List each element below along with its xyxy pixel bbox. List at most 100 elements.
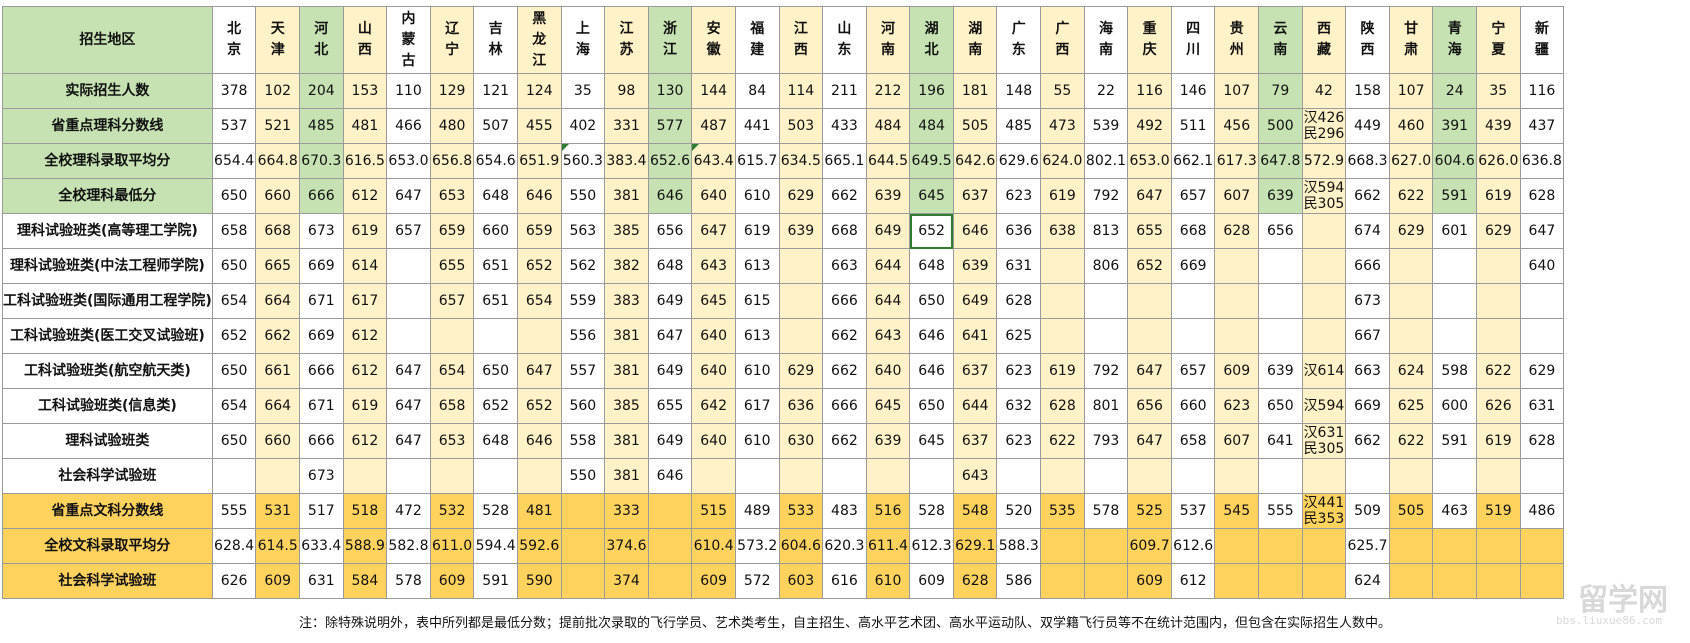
score-cell[interactable]: 572: [734, 563, 780, 599]
score-cell[interactable]: [1083, 563, 1129, 599]
score-cell[interactable]: 617.3: [1214, 143, 1260, 179]
score-cell[interactable]: [1432, 318, 1478, 354]
score-cell[interactable]: [1127, 458, 1172, 494]
score-cell[interactable]: 604.6: [778, 528, 824, 564]
score-cell[interactable]: 383.4: [604, 143, 649, 179]
score-cell[interactable]: 650: [909, 388, 954, 424]
score-cell[interactable]: [1214, 563, 1260, 599]
score-cell[interactable]: [1476, 248, 1521, 284]
score-cell[interactable]: 515: [691, 493, 736, 529]
score-cell[interactable]: [1040, 458, 1085, 494]
score-cell[interactable]: 636: [996, 213, 1042, 249]
score-cell[interactable]: [1214, 248, 1260, 284]
score-cell[interactable]: 486: [1519, 493, 1565, 529]
score-cell[interactable]: 657: [429, 283, 475, 319]
score-cell[interactable]: [1258, 283, 1303, 319]
score-cell[interactable]: [1083, 318, 1129, 354]
score-cell[interactable]: 628: [996, 283, 1042, 319]
score-cell[interactable]: 668: [822, 213, 867, 249]
score-cell[interactable]: 668.3: [1345, 143, 1390, 179]
score-cell[interactable]: 646: [909, 353, 954, 389]
score-cell[interactable]: 204: [298, 73, 344, 109]
score-cell[interactable]: 441: [734, 108, 780, 144]
score-cell[interactable]: [1519, 563, 1565, 599]
score-cell[interactable]: 559: [560, 283, 606, 319]
score-cell[interactable]: [1476, 283, 1521, 319]
score-cell[interactable]: 521: [255, 108, 300, 144]
score-cell[interactable]: 650: [473, 353, 518, 389]
score-cell[interactable]: 612: [342, 353, 388, 389]
score-cell[interactable]: 662.1: [1170, 143, 1216, 179]
score-cell[interactable]: 619: [1040, 178, 1085, 214]
score-cell[interactable]: 550: [560, 458, 606, 494]
score-cell[interactable]: 654.4: [211, 143, 257, 179]
score-cell[interactable]: 汉594: [1301, 388, 1347, 424]
score-cell[interactable]: [1432, 563, 1478, 599]
score-cell[interactable]: 505: [952, 108, 998, 144]
score-cell[interactable]: 500: [1258, 108, 1303, 144]
score-cell[interactable]: [560, 563, 606, 599]
score-cell[interactable]: [647, 563, 693, 599]
score-cell[interactable]: 456: [1214, 108, 1260, 144]
score-cell[interactable]: 669: [298, 318, 344, 354]
score-cell[interactable]: 662: [1345, 178, 1390, 214]
score-cell[interactable]: [822, 458, 867, 494]
score-cell[interactable]: [1301, 283, 1347, 319]
score-cell[interactable]: [909, 458, 954, 494]
score-cell[interactable]: [1301, 213, 1347, 249]
score-cell[interactable]: 563: [560, 213, 606, 249]
score-cell[interactable]: 637: [952, 353, 998, 389]
score-cell[interactable]: 628: [1519, 423, 1565, 459]
score-cell[interactable]: [1214, 528, 1260, 564]
score-cell[interactable]: 383: [604, 283, 649, 319]
score-cell[interactable]: 637: [952, 423, 998, 459]
score-cell[interactable]: 612: [342, 178, 388, 214]
score-cell[interactable]: 646: [952, 213, 998, 249]
score-cell[interactable]: [1519, 318, 1565, 354]
score-cell[interactable]: 641: [952, 318, 998, 354]
score-cell[interactable]: 625: [1388, 388, 1434, 424]
score-cell[interactable]: 631: [298, 563, 344, 599]
score-cell[interactable]: 673: [298, 213, 344, 249]
score-cell[interactable]: 661: [255, 353, 300, 389]
score-cell[interactable]: 507: [473, 108, 518, 144]
score-cell[interactable]: 374: [604, 563, 649, 599]
score-cell[interactable]: 550: [560, 178, 606, 214]
score-cell[interactable]: 616: [822, 563, 867, 599]
score-cell[interactable]: 653: [429, 423, 475, 459]
score-cell[interactable]: 640: [691, 318, 736, 354]
score-cell[interactable]: 588.3: [996, 528, 1042, 564]
score-cell[interactable]: 487: [691, 108, 736, 144]
score-cell[interactable]: 656: [1127, 388, 1172, 424]
score-cell[interactable]: 667: [1345, 318, 1390, 354]
score-cell[interactable]: 657: [386, 213, 431, 249]
score-cell[interactable]: 620.3: [822, 528, 867, 564]
score-cell[interactable]: 664.8: [255, 143, 300, 179]
score-cell[interactable]: 631: [996, 248, 1042, 284]
score-cell[interactable]: 455: [516, 108, 562, 144]
score-cell[interactable]: 629: [778, 178, 824, 214]
score-cell[interactable]: 647: [1127, 423, 1172, 459]
score-cell[interactable]: 503: [778, 108, 824, 144]
score-cell[interactable]: 517: [298, 493, 344, 529]
score-cell[interactable]: 610: [865, 563, 911, 599]
score-cell[interactable]: 153: [342, 73, 388, 109]
score-cell[interactable]: 610: [734, 423, 780, 459]
score-cell[interactable]: 617: [734, 388, 780, 424]
score-cell[interactable]: 129: [429, 73, 475, 109]
score-cell[interactable]: [1519, 283, 1565, 319]
score-cell[interactable]: 642: [691, 388, 736, 424]
score-cell[interactable]: 639: [778, 213, 824, 249]
score-cell[interactable]: [1083, 283, 1129, 319]
score-cell[interactable]: 609: [1214, 353, 1260, 389]
score-cell[interactable]: 628: [952, 563, 998, 599]
score-cell[interactable]: 333: [604, 493, 649, 529]
score-cell[interactable]: 汉426 民296: [1301, 108, 1347, 144]
score-cell[interactable]: 211: [822, 73, 867, 109]
score-cell[interactable]: [1519, 528, 1565, 564]
score-cell[interactable]: 646: [647, 178, 693, 214]
score-cell[interactable]: [1476, 528, 1521, 564]
score-cell[interactable]: 594.4: [473, 528, 518, 564]
score-cell[interactable]: 622: [1388, 423, 1434, 459]
score-cell[interactable]: [1476, 318, 1521, 354]
